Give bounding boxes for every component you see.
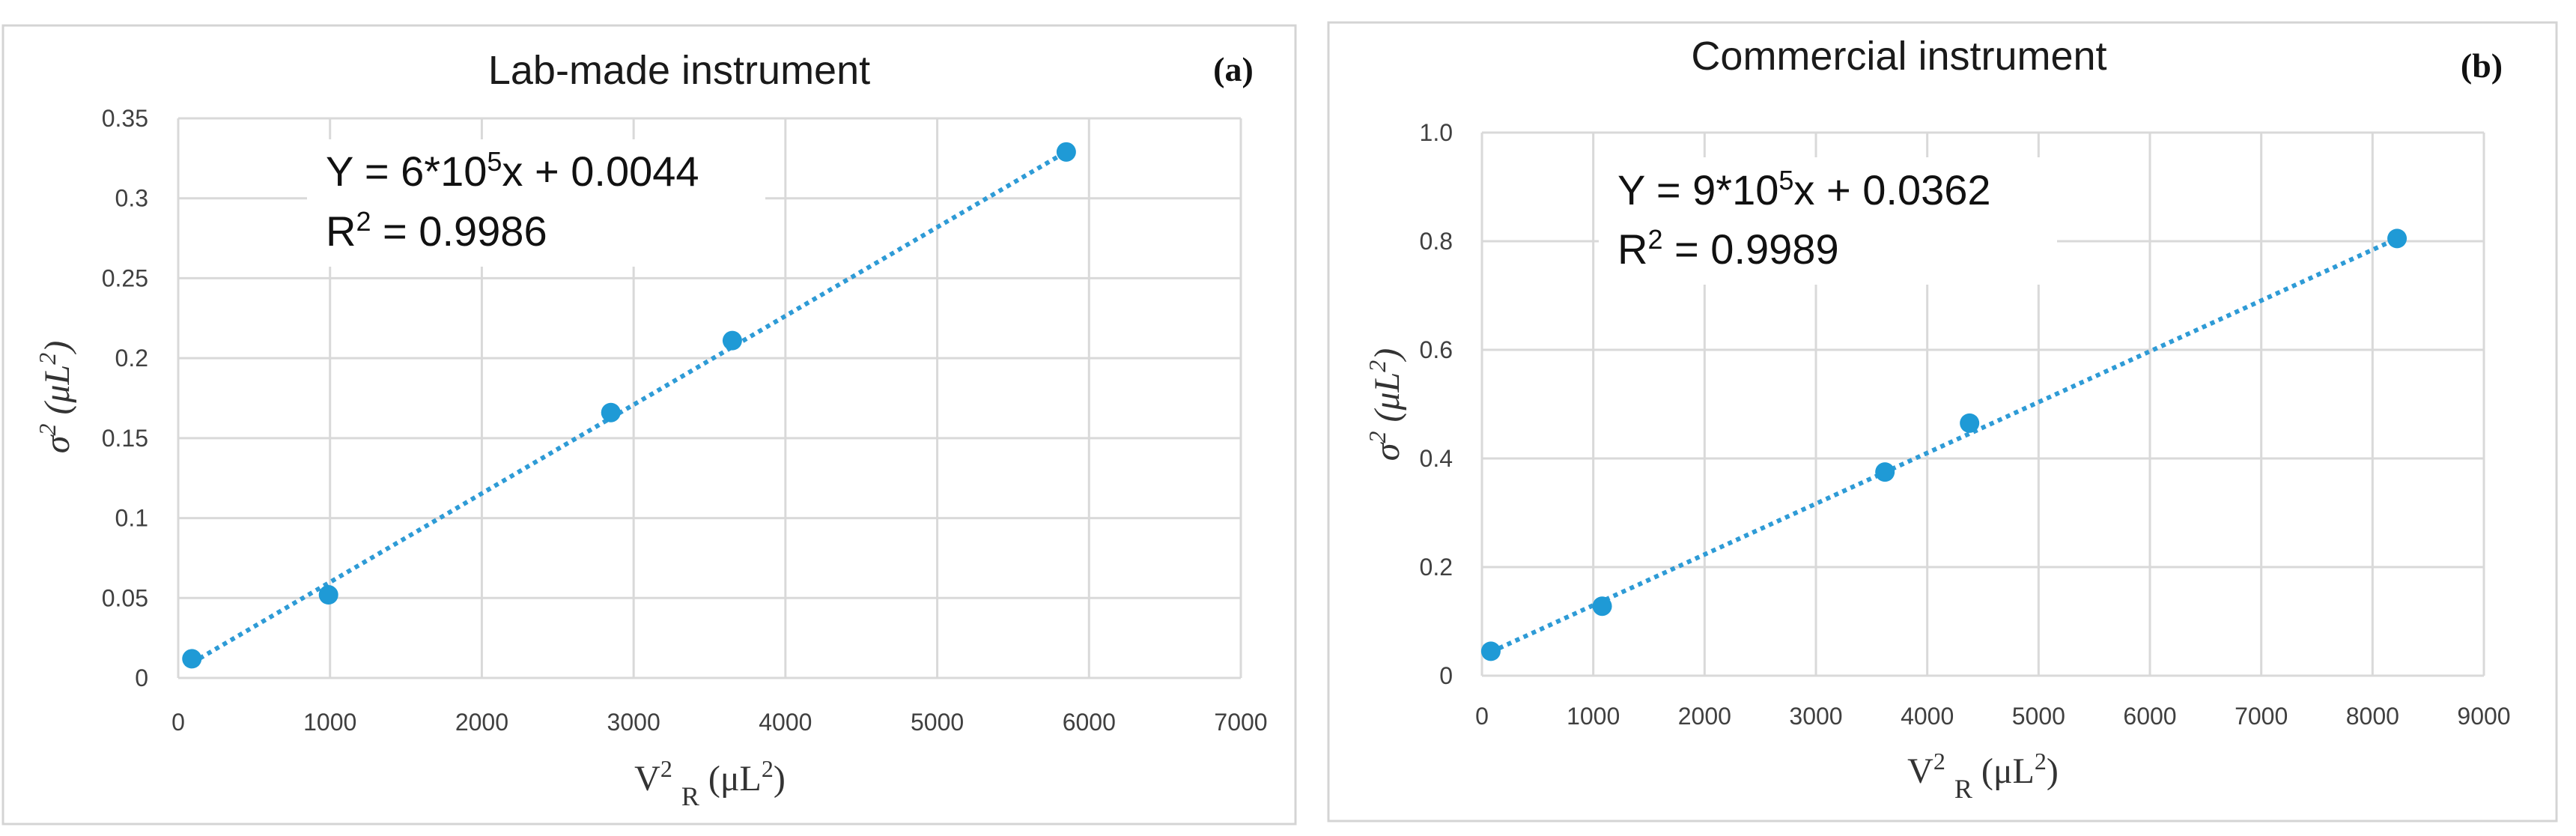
panel-b-y-tick-label: 0.6 xyxy=(1420,336,1453,363)
panel-b-x-tick-label: 8000 xyxy=(2346,703,2399,730)
panel-a-data-point xyxy=(601,402,621,422)
panel-a-x-tick-label: 2000 xyxy=(455,709,508,736)
panel-a-x-tick-label: 7000 xyxy=(1214,709,1267,736)
chart-panel-a: 0 1000 2000 3000 4000 5000 6000 7000 0 0.05 0.1 0.1… xyxy=(1,24,1297,826)
panel-b-y-tick-label: 0.4 xyxy=(1420,445,1453,472)
panel-b-trendline xyxy=(1489,236,2399,655)
panel-b-data-point xyxy=(1480,641,1501,661)
panel-a-y-tick-label: 0.05 xyxy=(102,584,148,611)
panel-a-x-tick-label: 6000 xyxy=(1063,709,1116,736)
panel-b-x-tick-label: 9000 xyxy=(2457,703,2510,730)
panel-a-data-point xyxy=(182,649,202,669)
panel-a-x-tick-label: 5000 xyxy=(911,709,964,736)
panel-b-frame xyxy=(1327,21,2558,823)
panel-a-y-tick-label: 0.3 xyxy=(115,185,148,212)
panel-b-equation-box xyxy=(1599,157,2057,285)
panel-b-y-tick-label: 0.8 xyxy=(1420,228,1453,255)
panel-a-x-tick-label: 3000 xyxy=(607,709,660,736)
panel-b-x-tick-label: 6000 xyxy=(2123,703,2176,730)
panel-b-x-axis-label: V2 R (μL2) xyxy=(1907,748,2059,804)
panel-b-x-tick-label: 0 xyxy=(1475,703,1489,730)
panel-a-equation: Y = 6*105x + 0.0044 xyxy=(326,146,699,196)
panel-a-equation-box xyxy=(307,139,765,267)
panel-a-r-squared: R2 = 0.9986 xyxy=(326,206,547,255)
panel-a-y-tick-label: 0.35 xyxy=(102,105,148,132)
panel-a-data-point xyxy=(1056,142,1076,162)
panel-a-data-point xyxy=(318,585,338,605)
panel-a-y-tick-label: 0.1 xyxy=(115,505,148,532)
panel-b-x-tick-label: 2000 xyxy=(1678,703,1731,730)
panel-b-x-tick-label: 5000 xyxy=(2012,703,2065,730)
panel-a-title: Lab-made instrument xyxy=(488,48,870,93)
panel-a-x-tick-label: 1000 xyxy=(303,709,356,736)
panel-a-y-tick-label: 0.25 xyxy=(102,264,148,291)
panel-b-data-point xyxy=(1592,596,1612,617)
panel-a-trendline xyxy=(190,150,1068,665)
panel-a-y-tick-label: 0.2 xyxy=(115,345,148,372)
panel-b-data-point xyxy=(1960,413,1980,433)
panel-b-x-tick-label: 7000 xyxy=(2235,703,2288,730)
panel-b-data-point xyxy=(2387,228,2408,249)
panel-b-data-point xyxy=(1875,462,1895,482)
panel-b-r-squared: R2 = 0.9989 xyxy=(1617,224,1839,273)
panel-a-x-tick-label: 0 xyxy=(171,709,185,736)
panel-b-y-tick-label: 1.0 xyxy=(1420,119,1453,146)
panel-b-equation: Y = 9*105x + 0.0362 xyxy=(1617,165,1991,214)
panel-b-x-tick-label: 4000 xyxy=(1901,703,1954,730)
chart-panel-b: 0 1000 2000 3000 4000 5000 6000 7000 8000 9000 0 0.… xyxy=(1327,21,2558,823)
panel-a-y-axis-label: σ2 (μL2) xyxy=(34,341,77,453)
panel-a-y-tick-label: 0 xyxy=(135,664,148,691)
panel-b-x-tick-label: 3000 xyxy=(1789,703,1842,730)
panel-b-y-axis-label: σ2 (μL2) xyxy=(1364,348,1407,461)
panel-a-x-tick-label: 4000 xyxy=(759,709,812,736)
panel-a-y-tick-label: 0.15 xyxy=(102,425,148,452)
panel-b-x-tick-label: 1000 xyxy=(1567,703,1620,730)
panel-a-data-point xyxy=(722,330,742,351)
panel-a-label: (a) xyxy=(1213,50,1254,88)
panel-b-y-tick-label: 0.2 xyxy=(1420,554,1453,581)
panel-b-label: (b) xyxy=(2461,46,2503,85)
panel-a-x-axis-label: V2 R (μL2) xyxy=(634,755,786,811)
panel-b-title: Commercial instrument xyxy=(1691,34,2106,79)
panel-b-y-tick-label: 0 xyxy=(1439,662,1453,689)
